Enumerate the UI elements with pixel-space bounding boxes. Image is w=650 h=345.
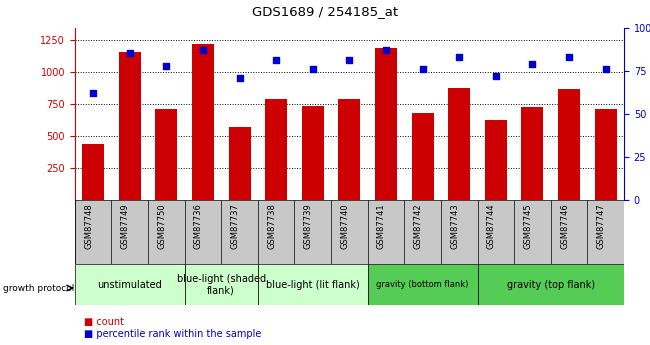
- Text: GSM87747: GSM87747: [597, 203, 606, 249]
- Text: growth protocol: growth protocol: [3, 284, 75, 293]
- Bar: [368, 264, 478, 305]
- Point: [198, 47, 208, 53]
- Text: GSM87738: GSM87738: [267, 203, 276, 249]
- Text: blue-light (shaded
flank): blue-light (shaded flank): [177, 274, 266, 295]
- Text: GSM87749: GSM87749: [121, 203, 130, 249]
- Text: GSM87740: GSM87740: [341, 203, 350, 249]
- Bar: [478, 264, 624, 305]
- Bar: [595, 109, 617, 200]
- Bar: [521, 107, 543, 200]
- Text: ■ count: ■ count: [84, 317, 125, 326]
- Bar: [411, 113, 434, 200]
- Text: GSM87746: GSM87746: [560, 203, 569, 249]
- Point: [564, 54, 575, 60]
- Bar: [375, 48, 397, 200]
- Bar: [75, 264, 185, 305]
- Bar: [185, 264, 258, 305]
- Text: GSM87750: GSM87750: [157, 203, 166, 249]
- Text: unstimulated: unstimulated: [98, 280, 162, 289]
- Point: [161, 63, 172, 68]
- Bar: [192, 44, 214, 200]
- Text: GDS1689 / 254185_at: GDS1689 / 254185_at: [252, 5, 398, 18]
- Text: GSM87737: GSM87737: [231, 203, 239, 249]
- Text: ■ percentile rank within the sample: ■ percentile rank within the sample: [84, 329, 262, 338]
- Bar: [265, 99, 287, 200]
- Bar: [339, 99, 360, 200]
- Point: [417, 66, 428, 72]
- Point: [601, 66, 611, 72]
- Point: [454, 54, 464, 60]
- Bar: [258, 264, 368, 305]
- Point: [88, 90, 98, 96]
- Bar: [302, 106, 324, 200]
- Text: GSM87736: GSM87736: [194, 203, 203, 249]
- Text: gravity (top flank): gravity (top flank): [507, 280, 595, 289]
- Point: [125, 51, 135, 56]
- Point: [527, 61, 538, 67]
- Text: GSM87748: GSM87748: [84, 203, 93, 249]
- Point: [344, 58, 355, 63]
- Text: gravity (bottom flank): gravity (bottom flank): [376, 280, 469, 289]
- Bar: [119, 52, 140, 200]
- Point: [307, 66, 318, 72]
- Bar: [155, 109, 177, 200]
- Bar: [82, 144, 104, 200]
- Text: GSM87739: GSM87739: [304, 203, 313, 249]
- Text: GSM87741: GSM87741: [377, 203, 386, 249]
- Text: GSM87745: GSM87745: [523, 203, 532, 249]
- Point: [234, 75, 244, 80]
- Text: GSM87743: GSM87743: [450, 203, 459, 249]
- Bar: [558, 89, 580, 200]
- Text: GSM87742: GSM87742: [413, 203, 423, 249]
- Text: GSM87744: GSM87744: [487, 203, 496, 249]
- Bar: [229, 127, 250, 200]
- Point: [381, 47, 391, 53]
- Point: [491, 73, 501, 79]
- Bar: [448, 88, 470, 200]
- Bar: [485, 120, 507, 200]
- Point: [271, 58, 281, 63]
- Text: blue-light (lit flank): blue-light (lit flank): [266, 280, 359, 289]
